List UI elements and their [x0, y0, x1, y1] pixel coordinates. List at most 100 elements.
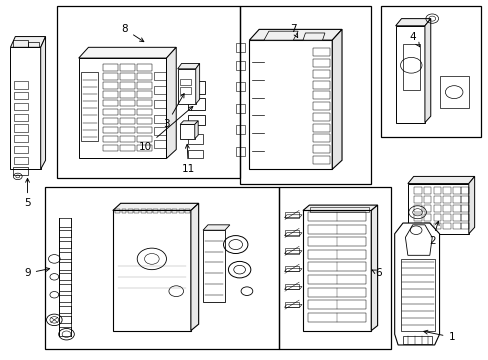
Bar: [461, 214, 468, 221]
Bar: [27, 42, 39, 47]
Bar: [172, 210, 177, 213]
Polygon shape: [284, 215, 302, 218]
Bar: [120, 91, 135, 98]
Text: 8: 8: [122, 24, 143, 42]
Bar: [120, 64, 135, 71]
Polygon shape: [407, 176, 474, 184]
Bar: [461, 196, 468, 203]
Text: 11: 11: [182, 144, 195, 174]
Bar: [115, 210, 120, 213]
Bar: [188, 134, 203, 144]
Polygon shape: [439, 76, 468, 108]
Bar: [14, 157, 27, 164]
Bar: [443, 214, 450, 221]
Bar: [307, 288, 366, 297]
Bar: [307, 237, 366, 246]
Bar: [154, 86, 165, 94]
Bar: [103, 91, 118, 98]
Polygon shape: [407, 184, 468, 234]
Bar: [14, 81, 27, 89]
Text: 5: 5: [24, 179, 31, 208]
Polygon shape: [10, 37, 45, 47]
Bar: [312, 134, 329, 142]
Bar: [159, 210, 164, 213]
Bar: [153, 210, 158, 213]
Bar: [307, 262, 366, 271]
Bar: [134, 210, 139, 213]
Polygon shape: [190, 203, 198, 330]
Text: 4: 4: [408, 32, 419, 47]
Polygon shape: [284, 269, 302, 271]
Bar: [103, 136, 118, 142]
Polygon shape: [180, 121, 198, 125]
Text: 3: 3: [163, 94, 183, 129]
Polygon shape: [405, 225, 431, 255]
Bar: [122, 210, 126, 213]
Bar: [120, 118, 135, 125]
Bar: [13, 167, 27, 175]
Bar: [307, 300, 366, 309]
Bar: [433, 187, 440, 194]
Polygon shape: [113, 211, 190, 330]
Bar: [312, 113, 329, 121]
Bar: [433, 214, 440, 221]
Polygon shape: [249, 40, 331, 169]
Bar: [120, 127, 135, 134]
Bar: [14, 92, 27, 99]
Bar: [413, 187, 421, 194]
Bar: [103, 118, 118, 125]
Polygon shape: [10, 47, 41, 169]
Bar: [312, 124, 329, 132]
Polygon shape: [113, 203, 198, 211]
Bar: [128, 210, 133, 213]
Bar: [120, 100, 135, 107]
Bar: [180, 87, 190, 94]
Text: 9: 9: [24, 267, 50, 278]
Bar: [278, 187, 390, 348]
Bar: [137, 82, 152, 89]
Polygon shape: [79, 47, 176, 58]
Bar: [188, 149, 203, 158]
Bar: [452, 223, 460, 229]
Polygon shape: [284, 251, 302, 253]
Bar: [307, 212, 366, 221]
Bar: [103, 64, 118, 71]
Bar: [443, 196, 450, 203]
Bar: [312, 145, 329, 153]
Bar: [380, 6, 480, 137]
Polygon shape: [194, 121, 198, 139]
Polygon shape: [303, 211, 370, 330]
Bar: [285, 248, 299, 253]
Bar: [285, 230, 299, 235]
Bar: [154, 127, 165, 135]
Bar: [285, 212, 299, 218]
Bar: [137, 64, 152, 71]
Bar: [14, 146, 27, 153]
Polygon shape: [303, 205, 377, 211]
Bar: [103, 145, 118, 151]
Bar: [154, 100, 165, 108]
Bar: [103, 82, 118, 89]
Bar: [285, 302, 299, 307]
Bar: [312, 102, 329, 110]
Bar: [402, 336, 431, 344]
Bar: [103, 127, 118, 134]
Polygon shape: [424, 19, 430, 123]
Polygon shape: [177, 63, 199, 69]
Text: 10: 10: [139, 107, 192, 152]
Bar: [452, 205, 460, 212]
Polygon shape: [249, 30, 341, 40]
Text: 7: 7: [289, 24, 297, 37]
Polygon shape: [41, 37, 45, 169]
Bar: [154, 140, 165, 148]
Bar: [461, 187, 468, 194]
Bar: [423, 205, 430, 212]
Text: 2: 2: [428, 221, 438, 246]
Bar: [461, 223, 468, 229]
Bar: [423, 187, 430, 194]
Bar: [137, 100, 152, 107]
Bar: [14, 135, 27, 142]
Bar: [312, 48, 329, 56]
Bar: [44, 187, 278, 348]
Polygon shape: [331, 30, 341, 169]
